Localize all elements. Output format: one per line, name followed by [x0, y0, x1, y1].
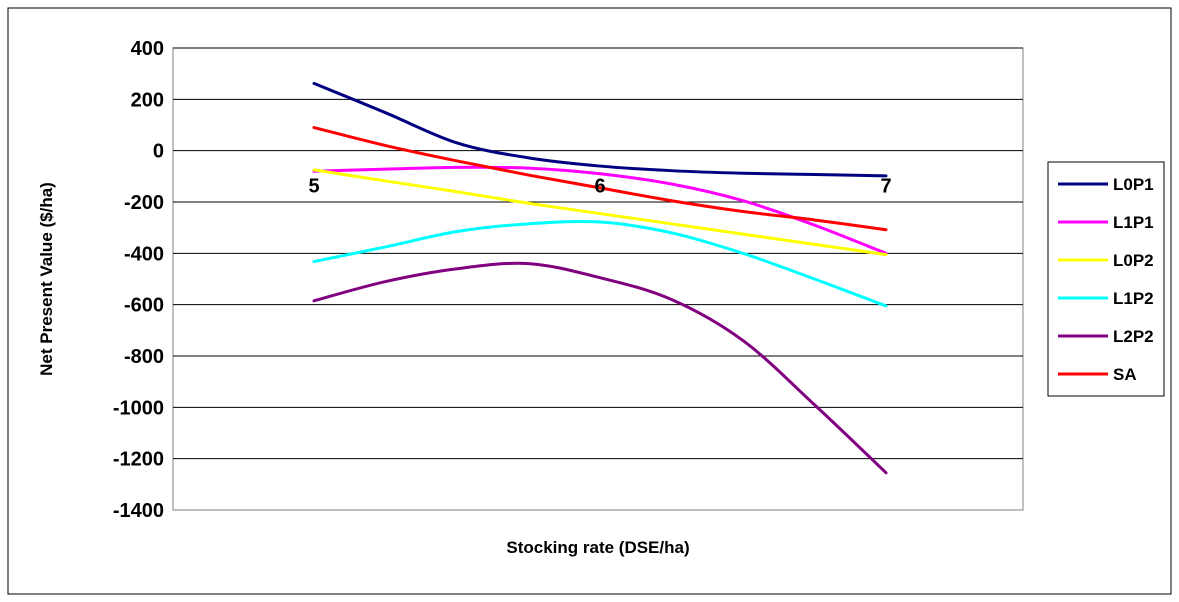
- y-tick-label: -200: [124, 192, 164, 214]
- y-axis-title: Net Present Value ($/ha): [37, 182, 56, 376]
- plot-area: [172, 47, 1024, 511]
- series-line-sa: [312, 126, 888, 232]
- y-tick-label: -1000: [113, 397, 164, 419]
- x-axis-ticks: 5 6 7: [308, 176, 891, 198]
- legend-label-l2p2: L2P2: [1113, 327, 1154, 346]
- legend-label-l1p2: L1P2: [1113, 289, 1154, 308]
- y-tick-label: -1400: [113, 500, 164, 522]
- series-line-l0p2: [312, 168, 888, 257]
- y-tick-label: -600: [124, 295, 164, 317]
- y-tick-label: 400: [131, 38, 164, 60]
- series-line-l2p2: [312, 261, 888, 475]
- y-tick-label: -800: [124, 346, 164, 368]
- x-tick-label: 6: [594, 176, 605, 198]
- series-line-l0p1: [312, 81, 888, 178]
- series-line-l1p2: [312, 219, 888, 308]
- legend-label-l1p1: L1P1: [1113, 213, 1154, 232]
- x-tick-label: 7: [880, 176, 891, 198]
- legend-label-l0p2: L0P2: [1113, 251, 1154, 270]
- y-tick-label: -400: [124, 243, 164, 265]
- y-tick-label: 200: [131, 89, 164, 111]
- y-tick-label: 0: [153, 141, 164, 163]
- legend: L0P1 L1P1 L0P2 L1P2 L2P2 SA: [1058, 175, 1154, 384]
- series-lines: [312, 81, 888, 475]
- legend-box: [1047, 161, 1165, 397]
- y-tick-label: -1200: [113, 449, 164, 471]
- legend-label-sa: SA: [1113, 365, 1137, 384]
- legend-label-l0p1: L0P1: [1113, 175, 1154, 194]
- x-axis-title: Stocking rate (DSE/ha): [506, 538, 689, 557]
- y-axis-ticks: 400 200 0 -200 -400 -600 -800 -1000 -1200 -1400: [113, 38, 164, 522]
- x-tick-label: 5: [308, 176, 319, 198]
